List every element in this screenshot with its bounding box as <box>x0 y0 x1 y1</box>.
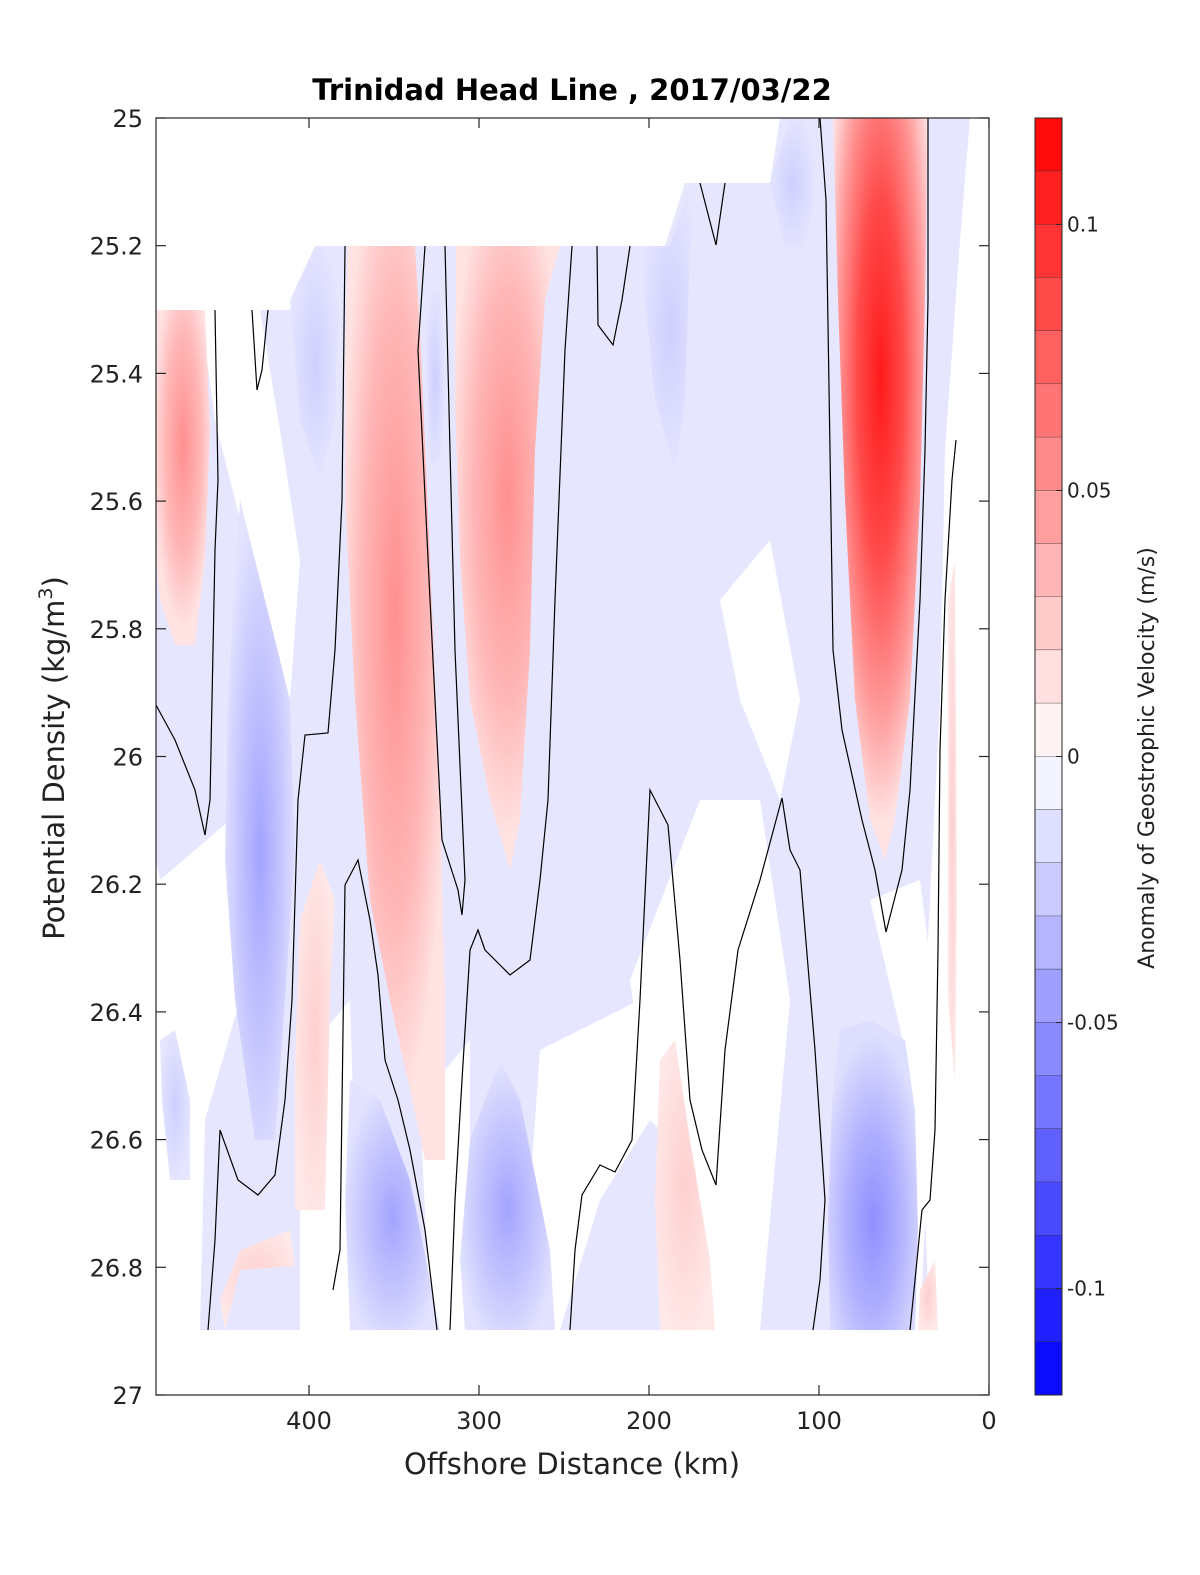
colorbar-tick-label: 0.05 <box>1067 478 1112 502</box>
x-tick-label: 200 <box>626 1407 672 1435</box>
colorbar-level <box>1035 596 1062 651</box>
anomaly-region <box>290 246 340 480</box>
y-tick-label: 25.4 <box>90 360 143 388</box>
anomaly-region <box>870 880 935 1330</box>
x-axis: 400 300 200 100 0 <box>286 118 997 1435</box>
colorbar-level <box>1035 916 1062 970</box>
zero-contours <box>156 118 957 1331</box>
colorbar-level <box>1035 384 1062 438</box>
x-tick-label: 300 <box>456 1407 502 1435</box>
x-tick-label: 400 <box>286 1407 332 1435</box>
colorbar-level <box>1035 862 1062 917</box>
anomaly-region <box>630 800 790 1330</box>
y-tick-label: 26.2 <box>90 871 143 899</box>
x-axis-label: Offshore Distance (km) <box>404 1447 740 1481</box>
y-tick-label: 25 <box>112 105 143 133</box>
colorbar-level <box>1035 171 1062 225</box>
y-tick-label: 26.4 <box>90 999 143 1027</box>
anomaly-region <box>948 560 957 1080</box>
y-axis-label-close: ) <box>37 576 71 587</box>
anomaly-region <box>720 540 800 800</box>
colorbar-level <box>1035 756 1062 811</box>
colorbar-level <box>1035 1182 1062 1236</box>
contour-line <box>819 118 929 933</box>
anomaly-region <box>655 1040 715 1330</box>
colorbar-tick-label: 0 <box>1067 745 1080 769</box>
colorbar-level <box>1035 650 1062 704</box>
colorbar-level <box>1035 1235 1062 1290</box>
contour-line <box>332 858 438 1331</box>
anomaly-region <box>345 1080 440 1330</box>
y-axis: 25 25.2 25.4 25.6 25.8 26 26.2 26.4 26.6 26.8 27 <box>90 105 989 1410</box>
colorbar <box>1035 118 1062 1396</box>
anomaly-region <box>640 183 700 470</box>
anomaly-region <box>833 118 928 860</box>
colorbar-level <box>1035 1022 1062 1077</box>
colorbar-level <box>1035 1288 1062 1343</box>
y-tick-label: 26 <box>112 744 143 772</box>
anomaly-region <box>160 1030 190 1180</box>
anomaly-region <box>345 246 445 1160</box>
colorbar-level <box>1035 118 1062 172</box>
y-tick-label: 26.8 <box>90 1254 143 1282</box>
colorbar-level <box>1035 1128 1062 1183</box>
contour-line <box>909 439 957 1331</box>
colorbar-level <box>1035 330 1062 385</box>
anomaly-region <box>425 290 445 470</box>
y-axis-label-text: Potential Density (kg/m <box>37 600 71 940</box>
x-tick-label: 0 <box>981 1407 996 1435</box>
contour-line <box>596 245 631 347</box>
colorbar-axis: 0.1 0.05 0 -0.05 -0.1 <box>1056 212 1119 1301</box>
anomaly-region <box>918 1260 938 1330</box>
colorbar-label: Anomaly of Geostrophic Velocity (m/s) <box>1135 547 1160 969</box>
contour-line <box>699 182 726 246</box>
y-axis-label: Potential Density (kg/m3) <box>35 576 71 940</box>
anomaly-region <box>225 500 295 1140</box>
contour-line <box>251 309 269 391</box>
chart-title: Trinidad Head Line , 2017/03/22 <box>312 73 832 107</box>
y-tick-label: 27 <box>112 1382 143 1410</box>
x-tick-label: 100 <box>796 1407 842 1435</box>
contour-line <box>207 245 346 1331</box>
contour-line <box>449 245 573 1331</box>
colorbar-level <box>1035 1341 1062 1396</box>
colorbar-tick-label: -0.1 <box>1067 1277 1106 1301</box>
colorbar-level <box>1035 969 1062 1024</box>
colorbar-level <box>1035 224 1062 279</box>
y-tick-label: 25.2 <box>90 233 143 261</box>
colorbar-level <box>1035 809 1062 864</box>
colorbar-frame <box>1034 117 1063 1396</box>
contour-line <box>156 309 219 836</box>
colorbar-tick-label: 0.1 <box>1067 212 1099 236</box>
y-tick-label: 26.6 <box>90 1127 143 1155</box>
anomaly-region <box>460 1060 555 1330</box>
y-tick-label: 25.6 <box>90 488 143 516</box>
y-tick-label: 25.8 <box>90 616 143 644</box>
colorbar-level <box>1035 543 1062 598</box>
anomaly-region <box>156 310 210 645</box>
contour-line <box>417 245 466 916</box>
anomaly-region <box>220 1230 295 1330</box>
colorbar-level <box>1035 437 1062 491</box>
y-axis-label-sup: 3 <box>35 587 57 599</box>
colorbar-level <box>1035 490 1062 545</box>
anomaly-region <box>828 1020 918 1330</box>
colorbar-level <box>1035 277 1062 332</box>
anomaly-region <box>156 820 240 1330</box>
anomaly-region <box>520 1000 650 1330</box>
anomaly-region <box>295 860 335 1210</box>
anomaly-region <box>455 246 560 870</box>
velocity-field <box>156 118 970 1330</box>
colorbar-level <box>1035 703 1062 757</box>
colorbar-tick-label: -0.05 <box>1067 1011 1119 1035</box>
colorbar-level <box>1035 1075 1062 1130</box>
anomaly-region <box>770 118 815 250</box>
contour-line <box>569 787 826 1331</box>
